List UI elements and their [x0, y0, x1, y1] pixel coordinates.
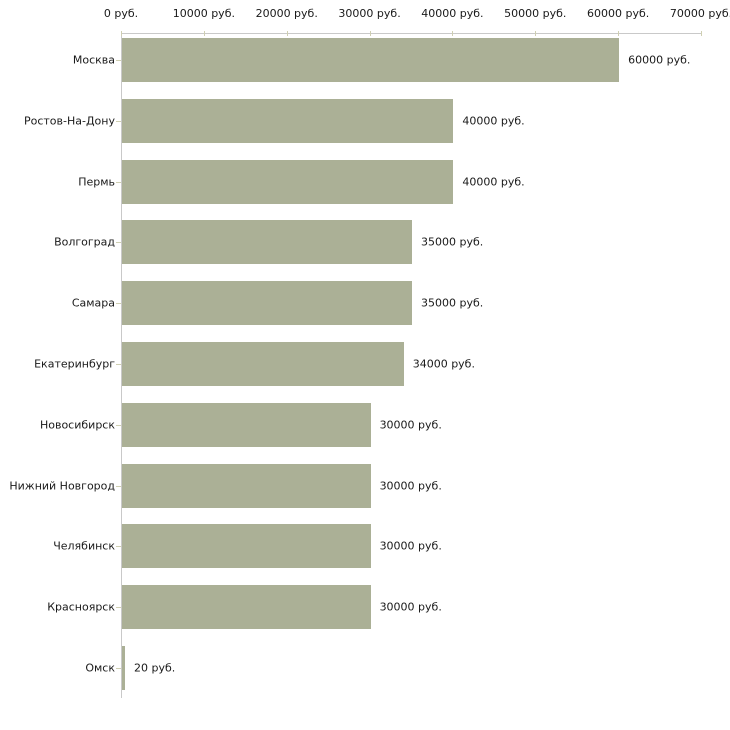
value-label: 40000 руб. — [462, 114, 525, 128]
bar — [122, 98, 454, 143]
category-tick-mark — [116, 546, 121, 548]
x-tick-mark — [369, 31, 371, 36]
value-label: 35000 руб. — [421, 296, 484, 310]
value-label: 30000 руб. — [379, 418, 442, 432]
value-label: 20 руб. — [134, 661, 176, 675]
value-label: 34000 руб. — [412, 357, 475, 371]
x-tick-mark — [121, 31, 122, 36]
category-tick-mark — [116, 424, 121, 426]
category-label: Пермь — [78, 175, 115, 189]
x-tick-label: 30000 руб. — [338, 7, 401, 20]
category-label: Самара — [71, 296, 115, 310]
value-label: 40000 руб. — [462, 175, 525, 189]
category-tick-mark — [116, 181, 121, 183]
value-label: 30000 руб. — [379, 600, 442, 614]
category-tick-mark — [116, 242, 121, 244]
bar — [122, 159, 454, 204]
category-label: Новосибирск — [39, 418, 115, 432]
value-label: 30000 руб. — [379, 539, 442, 553]
bar — [122, 646, 125, 690]
bar — [122, 585, 371, 630]
category-label: Ростов-На-Дону — [23, 114, 115, 128]
category-label: Омск — [85, 661, 115, 675]
bar — [122, 281, 412, 326]
value-label: 35000 руб. — [421, 235, 484, 249]
y-axis-line — [121, 33, 122, 698]
category-tick-mark — [116, 120, 121, 122]
category-tick-mark — [116, 485, 121, 487]
category-tick-mark — [116, 607, 121, 609]
x-tick-mark — [286, 31, 288, 36]
bar — [122, 402, 371, 447]
category-tick-mark — [116, 60, 121, 61]
category-tick-mark — [116, 668, 121, 669]
x-tick-mark — [535, 31, 537, 36]
x-tick-label: 20000 руб. — [255, 7, 318, 20]
category-label: Красноярск — [47, 600, 115, 614]
x-tick-mark — [701, 31, 702, 36]
x-tick-mark — [618, 31, 620, 36]
bar — [122, 342, 404, 386]
x-tick-label: 70000 руб. — [669, 7, 730, 20]
value-label: 60000 руб. — [628, 53, 691, 67]
value-label: 30000 руб. — [379, 479, 442, 493]
category-label: Волгоград — [54, 235, 115, 249]
x-tick-mark — [452, 31, 454, 36]
bar — [122, 524, 371, 569]
x-tick-mark — [203, 31, 205, 36]
x-tick-label: 10000 руб. — [172, 7, 235, 20]
category-tick-mark — [116, 303, 121, 305]
x-axis-line — [121, 33, 702, 34]
category-tick-mark — [116, 364, 121, 365]
category-label: Москва — [72, 53, 115, 67]
bar — [122, 463, 371, 508]
x-tick-label: 40000 руб. — [421, 7, 484, 20]
bar — [122, 38, 620, 82]
x-tick-label: 0 руб. — [103, 7, 139, 20]
bar — [122, 220, 412, 265]
category-label: Нижний Новгород — [9, 479, 115, 493]
x-tick-label: 60000 руб. — [587, 7, 650, 20]
category-label: Челябинск — [53, 539, 115, 553]
x-tick-label: 50000 руб. — [504, 7, 567, 20]
category-label: Екатеринбург — [34, 357, 115, 371]
